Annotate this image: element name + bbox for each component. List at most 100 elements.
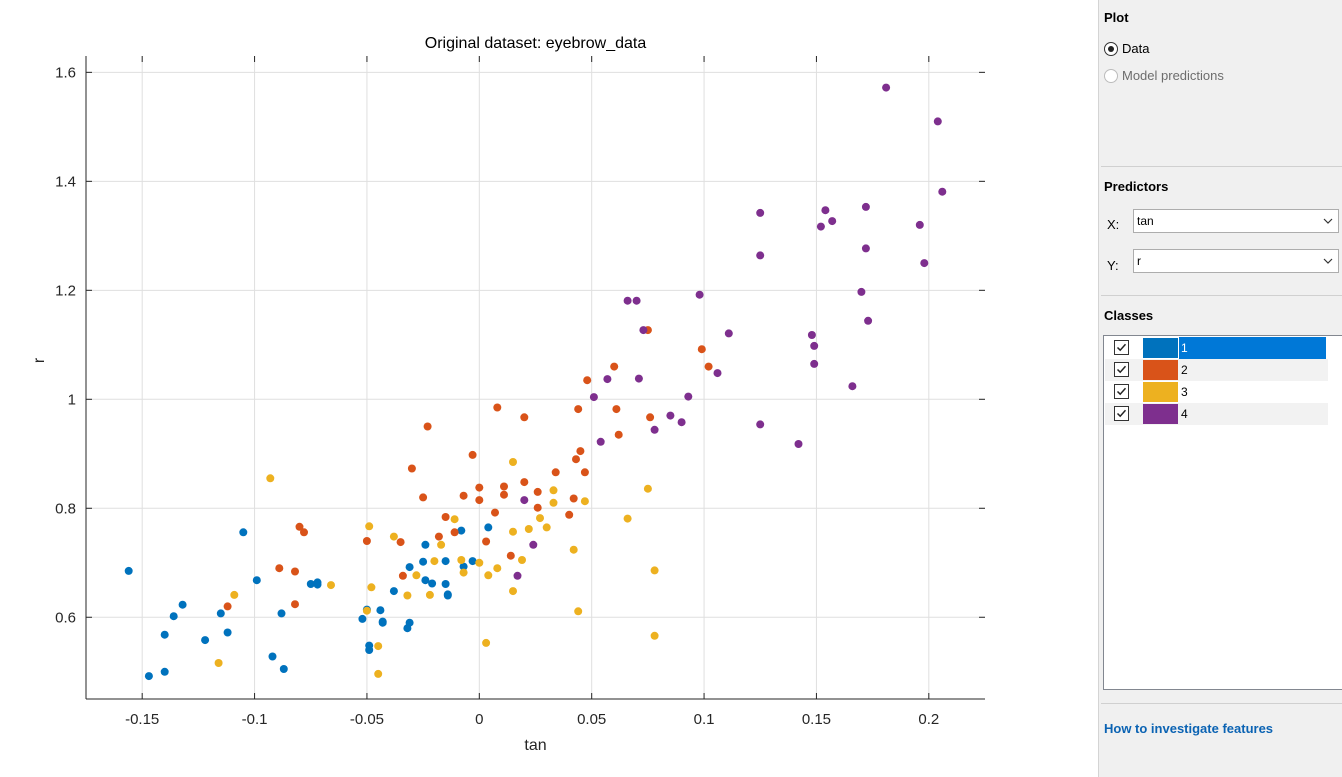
class-3-color-swatch — [1143, 382, 1178, 402]
class-1-color-swatch — [1143, 338, 1178, 358]
checkmark-icon — [1116, 343, 1127, 352]
class-1-label: 1 — [1179, 337, 1326, 359]
model-predictions-radio-button — [1104, 68, 1118, 83]
data-point-class-4 — [623, 296, 632, 305]
data-point-class-2 — [576, 447, 585, 456]
data-point-class-4 — [920, 259, 929, 268]
chart-title: Original dataset: eyebrow_data — [425, 35, 647, 52]
data-point-class-2 — [450, 528, 459, 537]
data-point-class-4 — [756, 420, 765, 429]
data-point-class-2 — [704, 362, 713, 371]
class-4-checkbox[interactable] — [1114, 406, 1129, 421]
data-point-class-1 — [268, 652, 277, 661]
data-point-class-1 — [484, 523, 493, 532]
data-point-class-2 — [610, 362, 619, 371]
data-point-class-4 — [933, 117, 942, 126]
data-point-class-3 — [457, 556, 466, 564]
data-point-class-3 — [509, 527, 517, 536]
data-point-class-4 — [666, 411, 675, 420]
data-radio-option[interactable]: Data — [1104, 41, 1149, 56]
class-2-label: 2 — [1181, 363, 1188, 377]
class-row-3[interactable]: 3 — [1105, 381, 1328, 403]
data-point-class-2 — [614, 430, 623, 439]
divider — [1101, 295, 1342, 296]
data-point-class-1 — [441, 580, 450, 588]
x-tick-label: 0.2 — [918, 711, 939, 728]
data-point-class-2 — [580, 468, 589, 477]
data-point-class-4 — [634, 374, 643, 383]
class-row-2[interactable]: 2 — [1105, 359, 1328, 381]
class-3-label: 3 — [1181, 385, 1188, 399]
classes-list[interactable]: 1 2 3 4 — [1103, 335, 1342, 690]
data-point-class-4 — [828, 217, 837, 226]
data-point-class-3 — [569, 545, 578, 554]
data-point-class-4 — [639, 326, 648, 335]
data-point-class-1 — [201, 636, 210, 645]
data-radio-button[interactable] — [1104, 41, 1118, 56]
data-point-class-1 — [160, 630, 169, 639]
data-point-class-4 — [794, 440, 803, 448]
class-1-checkbox[interactable] — [1114, 340, 1129, 355]
data-point-class-1 — [252, 576, 261, 585]
data-point-class-4 — [857, 287, 866, 296]
data-point-class-4 — [684, 392, 693, 401]
data-point-class-2 — [500, 490, 508, 499]
data-point-class-4 — [864, 316, 873, 325]
checkmark-icon — [1116, 387, 1127, 396]
data-point-class-3 — [574, 607, 583, 616]
data-point-class-3 — [389, 532, 398, 541]
y-predictor-dropdown[interactable]: r — [1133, 249, 1339, 273]
data-point-class-2 — [419, 493, 428, 502]
predictors-section-title: Predictors — [1104, 179, 1169, 194]
data-point-class-4 — [821, 206, 830, 215]
data-point-class-3 — [509, 458, 517, 466]
x-tick-label: 0 — [475, 711, 483, 728]
plot-area: -0.15 -0.1 -0.05 0 0.05 0.1 0.15 0.2 0.6 0.8 1 1.2 1… — [0, 0, 1098, 777]
checkmark-icon — [1116, 409, 1127, 418]
data-point-class-3 — [230, 590, 239, 599]
data-point-class-3 — [365, 522, 374, 531]
data-point-class-2 — [300, 528, 308, 537]
data-point-class-4 — [713, 369, 722, 378]
chevron-down-icon[interactable] — [1318, 210, 1338, 232]
x-axis-title: tan — [524, 737, 546, 754]
data-point-class-3 — [509, 587, 517, 596]
data-point-class-3 — [475, 558, 484, 567]
how-to-investigate-features-link[interactable]: How to investigate features — [1104, 721, 1274, 736]
data-point-class-2 — [612, 405, 621, 414]
data-point-class-2 — [569, 494, 578, 503]
scatter-chart[interactable]: -0.15 -0.1 -0.05 0 0.05 0.1 0.15 0.2 0.6 0.8 1 1.2 1… — [0, 0, 1098, 777]
data-point-class-4 — [861, 202, 870, 211]
data-point-class-2 — [434, 532, 443, 541]
data-point-class-2 — [459, 491, 468, 500]
data-point-class-1 — [376, 606, 385, 615]
chevron-down-icon[interactable] — [1318, 250, 1338, 272]
y-tick-label: 0.8 — [55, 500, 76, 517]
data-point-class-4 — [938, 187, 947, 196]
data-point-class-4 — [520, 496, 529, 505]
x-tick-label: 0.15 — [802, 711, 831, 728]
class-row-4[interactable]: 4 — [1105, 403, 1328, 425]
data-point-class-2 — [572, 455, 580, 464]
data-point-class-3 — [450, 515, 459, 524]
y-axis-title: r — [31, 357, 48, 363]
data-point-class-1 — [419, 557, 428, 566]
data-point-class-2 — [533, 503, 542, 512]
data-point-class-2 — [291, 600, 299, 609]
data-point-class-4 — [724, 329, 733, 338]
data-point-class-1 — [421, 540, 430, 549]
class-3-checkbox[interactable] — [1114, 384, 1129, 399]
data-point-class-1 — [365, 646, 374, 654]
data-point-class-1 — [443, 591, 452, 600]
data-point-class-3 — [374, 669, 383, 678]
x-predictor-dropdown[interactable]: tan — [1133, 209, 1339, 233]
data-point-class-4 — [596, 437, 605, 446]
data-point-class-1 — [169, 612, 178, 621]
data-point-class-3 — [484, 571, 493, 580]
data-point-class-2 — [468, 450, 477, 459]
data-point-class-4 — [816, 222, 825, 231]
data-point-class-3 — [437, 540, 446, 549]
class-row-1[interactable]: 1 — [1105, 337, 1328, 359]
data-point-class-1 — [459, 562, 468, 571]
class-2-checkbox[interactable] — [1114, 362, 1129, 377]
